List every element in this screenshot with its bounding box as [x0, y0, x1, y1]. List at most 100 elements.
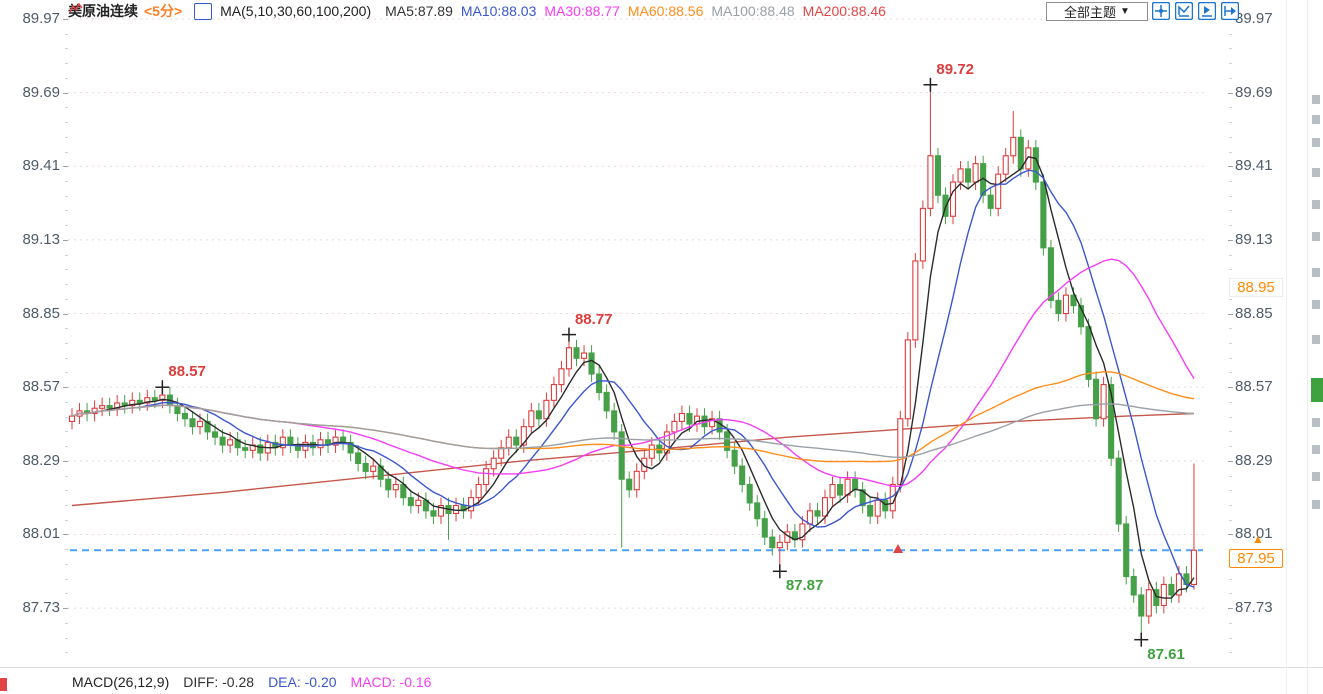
axis-tick	[1229, 578, 1232, 580]
period-label: <5分>	[144, 3, 183, 19]
cut-off-glyph	[1312, 472, 1320, 481]
axis-tick	[65, 225, 68, 227]
axis-tick-label: 87.73	[22, 599, 60, 617]
cut-off-glyph	[1312, 335, 1320, 344]
export-chart-icon[interactable]	[1221, 2, 1239, 20]
axis-tick	[1228, 534, 1233, 536]
axis-tick	[1229, 637, 1232, 639]
axis-tick	[1229, 107, 1232, 109]
axis-tick-label: 89.69	[1235, 83, 1273, 101]
axis-tick	[65, 475, 68, 477]
ma-legend-item: MA200:88.46	[802, 3, 886, 19]
axis-tick	[1229, 298, 1232, 300]
axis-tick	[1229, 48, 1232, 50]
axis-tick-label: 89.41	[22, 157, 60, 175]
cut-off-glyph	[1312, 168, 1320, 177]
axis-tick	[1229, 431, 1232, 433]
axis-tick	[1229, 519, 1232, 521]
cut-off-glyph	[1312, 232, 1320, 241]
price-annotation: 87.61	[1147, 645, 1185, 663]
axis-tick	[65, 63, 68, 65]
axis-tick	[63, 239, 68, 241]
axis-tick	[65, 210, 68, 212]
axis-tick-label: 89.97	[22, 10, 60, 27]
ma-legend: MA5:87.89 MA10:88.03 MA30:88.77 MA60:88.56 M…	[377, 3, 886, 19]
ma-legend-item: MA10:88.03	[460, 3, 537, 19]
axis-tick	[65, 446, 68, 448]
price-annotation: 87.87	[785, 577, 824, 595]
macd-diff-value: DIFF: -0.28	[183, 674, 255, 690]
axis-tick	[1229, 328, 1232, 330]
axis-tick	[1229, 475, 1232, 477]
cut-off-glyph	[1312, 138, 1320, 147]
kline-style-icon[interactable]	[69, 2, 213, 20]
axis-tick	[1229, 151, 1232, 153]
ma-legend-item: MA60:88.56	[627, 3, 704, 19]
axis-tick	[65, 33, 68, 35]
side-panel-divider	[1307, 0, 1308, 694]
axis-tick-label: 88.01	[1235, 525, 1273, 543]
crosshair-icon[interactable]	[1152, 2, 1170, 20]
macd-indicator-bar: MACD(26,12,9) DIFF: -0.28 DEA: -0.20 MAC…	[72, 674, 431, 690]
axis-price-tag: 88.95	[1229, 278, 1283, 298]
axis-tick	[1229, 446, 1232, 448]
axis-tick-label: 87.73	[1235, 599, 1273, 617]
ma-legend-item: MA30:88.77	[544, 3, 620, 19]
pane-separator	[0, 667, 1323, 668]
fit-chart-icon[interactable]	[1175, 2, 1193, 20]
scroll-chart-icon[interactable]	[1198, 2, 1216, 20]
axis-tick	[65, 77, 68, 79]
axis-tick	[1229, 254, 1232, 256]
axis-tick	[65, 357, 68, 359]
price-up-arrow-icon: ▲	[1252, 532, 1264, 546]
ma-legend-item: MA5:87.89	[385, 3, 453, 19]
ma-legend-item: MA100:88.48	[711, 3, 795, 19]
axis-tick-label: 88.29	[1235, 451, 1273, 469]
chevron-down-icon: ▼	[1120, 6, 1130, 17]
axis-tick	[1229, 416, 1232, 418]
axis-tick-label: 88.57	[1235, 378, 1273, 396]
axis-tick	[63, 387, 68, 389]
axis-tick-label: 89.97	[1235, 10, 1273, 27]
axis-tick	[65, 298, 68, 300]
axis-tick	[1229, 225, 1232, 227]
axis-tick-label: 89.41	[1235, 157, 1273, 175]
axis-tick	[1229, 269, 1232, 271]
cut-off-glyph	[1312, 445, 1320, 454]
axis-tick	[1229, 622, 1232, 624]
axis-tick	[1228, 608, 1233, 610]
cut-off-glyph	[0, 678, 7, 691]
axis-tick	[63, 92, 68, 94]
axis-tick	[1229, 181, 1232, 182]
theme-dropdown-label: 全部主题	[1064, 5, 1117, 20]
axis-tick	[63, 166, 68, 168]
axis-tick	[65, 401, 68, 403]
cut-off-glyph	[1312, 95, 1320, 104]
axis-tick-label: 88.85	[1235, 304, 1273, 322]
price-annotation: 88.57	[168, 363, 206, 381]
axis-tick	[65, 151, 68, 153]
axis-tick	[1229, 652, 1232, 654]
axis-tick-label: 88.29	[22, 451, 60, 469]
axis-tick	[65, 416, 68, 418]
axis-tick-label: 88.01	[22, 525, 60, 543]
axis-tick	[65, 136, 68, 138]
axis-tick	[1229, 343, 1232, 345]
axis-tick	[65, 652, 68, 654]
axis-tick	[65, 328, 68, 330]
axis-tick	[65, 505, 68, 507]
theme-dropdown-button[interactable]: 全部主题 ▼	[1046, 2, 1148, 21]
axis-tick	[65, 254, 68, 256]
axis-tick	[65, 195, 68, 197]
axis-tick	[65, 490, 68, 492]
axis-tick	[1229, 505, 1232, 507]
axis-tick	[63, 608, 68, 610]
axis-tick	[1229, 122, 1232, 124]
chart-header: 美原油连续 <5分> MA(5,10,30,60,100,200) MA5:87…	[68, 1, 886, 21]
axis-tick	[1229, 77, 1232, 79]
price-annotation: 89.72	[936, 60, 974, 78]
axis-tick	[1229, 490, 1232, 492]
axis-tick	[65, 48, 68, 50]
axis-tick	[1229, 63, 1232, 65]
